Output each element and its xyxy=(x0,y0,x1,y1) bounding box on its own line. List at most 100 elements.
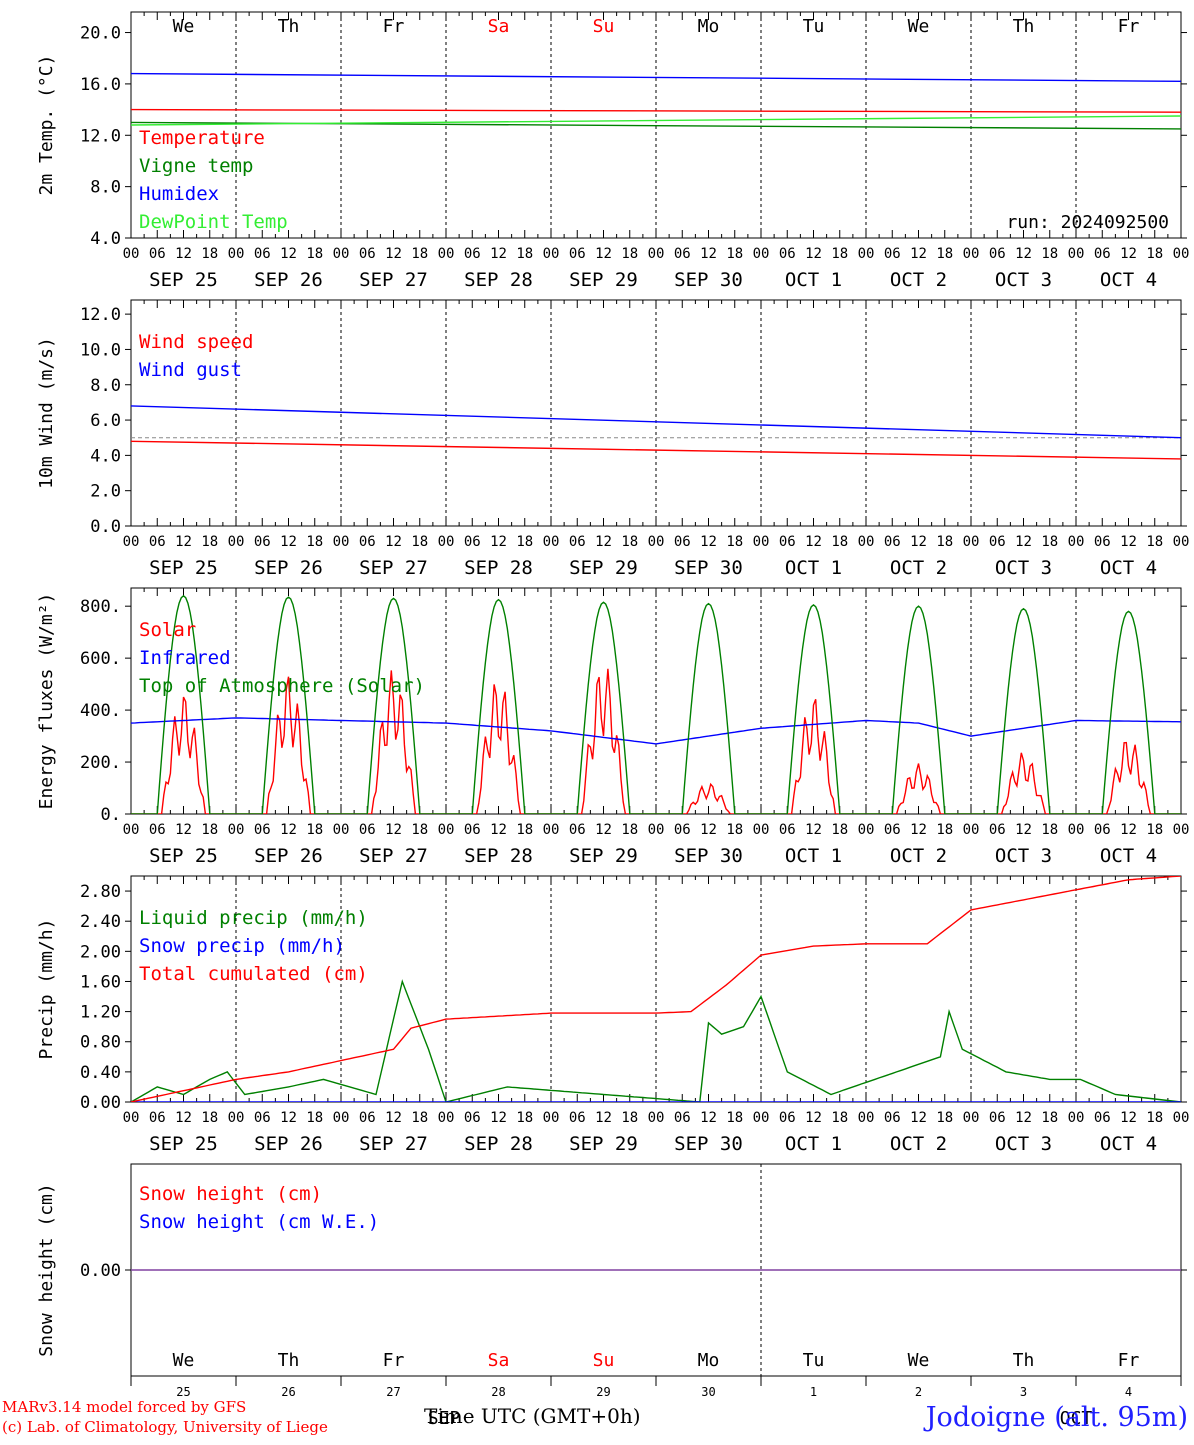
day-of-week-label: Fr xyxy=(1118,1350,1140,1371)
x-hour-label: 18 xyxy=(936,246,953,262)
x-hour-label: 06 xyxy=(149,822,166,838)
y-axis-title: Precip (mm/h) xyxy=(36,919,57,1060)
day-of-week-label: Sa xyxy=(488,16,510,37)
x-date-label: OCT 3 xyxy=(995,1133,1052,1155)
y-tick-label: 8.0 xyxy=(90,178,121,198)
x-hour-label: 00 xyxy=(123,246,140,262)
x-month-label: OCT xyxy=(1060,1408,1093,1429)
x-date-label: SEP 26 xyxy=(254,845,323,867)
x-hour-label: 00 xyxy=(1068,1110,1085,1126)
x-hour-label: 18 xyxy=(831,534,848,550)
series-line-temperature xyxy=(131,108,1181,113)
x-hour-label: 18 xyxy=(411,1110,428,1126)
x-date-label: SEP 29 xyxy=(569,845,638,867)
x-date-label: SEP 27 xyxy=(359,269,428,291)
x-hour-label: 00 xyxy=(543,246,560,262)
y-axis-title: 2m Temp. (°C) xyxy=(36,55,57,196)
x-hour-label: 06 xyxy=(359,822,376,838)
x-date-label: OCT 1 xyxy=(785,269,842,291)
x-hour-label: 12 xyxy=(280,534,297,550)
x-hour-label: 12 xyxy=(1120,534,1137,550)
x-day-number: 4 xyxy=(1125,1385,1132,1399)
x-hour-label: 00 xyxy=(438,534,455,550)
x-hour-label: 00 xyxy=(1173,246,1190,262)
legend-entry: Snow height (cm) xyxy=(139,1183,322,1205)
series-line-wind-speed xyxy=(131,440,1181,460)
x-date-label: SEP 30 xyxy=(674,845,743,867)
x-hour-label: 12 xyxy=(1015,534,1032,550)
x-hour-label: 06 xyxy=(1094,822,1111,838)
x-hour-label: 00 xyxy=(1068,822,1085,838)
x-hour-label: 18 xyxy=(1041,534,1058,550)
x-hour-label: 00 xyxy=(438,1110,455,1126)
x-hour-label: 12 xyxy=(1015,822,1032,838)
x-date-label: SEP 25 xyxy=(149,269,218,291)
x-hour-label: 18 xyxy=(201,246,218,262)
x-hour-label: 00 xyxy=(963,822,980,838)
x-hour-label: 00 xyxy=(858,1110,875,1126)
x-hour-label: 06 xyxy=(989,822,1006,838)
x-hour-label: 06 xyxy=(569,246,586,262)
x-hour-label: 12 xyxy=(1120,822,1137,838)
series-line-total-cumulated-cm- xyxy=(131,876,1181,1102)
x-hour-label: 18 xyxy=(306,822,323,838)
x-hour-label: 18 xyxy=(516,822,533,838)
legend-entry: Total cumulated (cm) xyxy=(139,963,368,985)
x-hour-label: 12 xyxy=(175,246,192,262)
x-day-number: 2 xyxy=(915,1385,922,1399)
x-hour-label: 00 xyxy=(648,246,665,262)
y-tick-label: 0.00 xyxy=(80,1093,121,1113)
panel-5 xyxy=(125,1163,1187,1386)
x-date-label: SEP 28 xyxy=(464,269,533,291)
y-tick-label: 12.0 xyxy=(80,126,121,146)
x-hour-label: 06 xyxy=(359,534,376,550)
x-date-label: SEP 30 xyxy=(674,1133,743,1155)
x-hour-label: 00 xyxy=(963,246,980,262)
x-date-label: OCT 4 xyxy=(1100,557,1157,579)
x-hour-label: 06 xyxy=(884,822,901,838)
x-hour-label: 18 xyxy=(726,1110,743,1126)
y-tick-label: 4.0 xyxy=(90,229,121,249)
y-tick-label: 800. xyxy=(80,597,121,617)
y-tick-label: 2.40 xyxy=(80,912,121,932)
x-hour-label: 12 xyxy=(280,822,297,838)
x-hour-label: 12 xyxy=(490,1110,507,1126)
x-hour-label: 06 xyxy=(674,534,691,550)
x-hour-label: 00 xyxy=(438,822,455,838)
x-hour-label: 18 xyxy=(726,822,743,838)
x-hour-label: 06 xyxy=(359,1110,376,1126)
x-date-label: OCT 4 xyxy=(1100,1133,1157,1155)
x-date-label: SEP 25 xyxy=(149,1133,218,1155)
x-day-number: 30 xyxy=(701,1385,715,1399)
x-date-label: SEP 29 xyxy=(569,557,638,579)
model-credit: MARv3.14 model forced by GFS xyxy=(2,1398,247,1416)
x-hour-label: 06 xyxy=(674,246,691,262)
x-hour-label: 00 xyxy=(858,246,875,262)
x-hour-label: 06 xyxy=(674,1110,691,1126)
y-tick-label: 1.60 xyxy=(80,972,121,992)
x-hour-label: 00 xyxy=(228,822,245,838)
x-hour-label: 06 xyxy=(464,822,481,838)
x-date-label: OCT 2 xyxy=(890,1133,947,1155)
x-date-label: OCT 4 xyxy=(1100,845,1157,867)
x-hour-label: 18 xyxy=(621,1110,638,1126)
legend-entry: Snow precip (mm/h) xyxy=(139,935,345,957)
x-hour-label: 18 xyxy=(1041,246,1058,262)
legend-entry: Wind speed xyxy=(139,331,253,353)
x-hour-label: 18 xyxy=(411,822,428,838)
legend-entry: Temperature xyxy=(139,127,265,149)
station-name: Jodoigne (alt. 95m) xyxy=(925,1402,1188,1433)
x-day-number: 1 xyxy=(810,1385,817,1399)
y-tick-label: 6.0 xyxy=(90,411,121,431)
x-hour-label: 00 xyxy=(753,246,770,262)
y-tick-label: 10.0 xyxy=(80,340,121,360)
x-hour-label: 18 xyxy=(1041,822,1058,838)
x-month-label: SEP xyxy=(428,1408,461,1429)
y-axis-title: Snow height (cm) xyxy=(36,1183,57,1356)
x-hour-label: 06 xyxy=(779,246,796,262)
x-hour-label: 12 xyxy=(700,1110,717,1126)
x-hour-label: 18 xyxy=(201,534,218,550)
x-hour-label: 06 xyxy=(569,822,586,838)
x-hour-label: 12 xyxy=(490,534,507,550)
